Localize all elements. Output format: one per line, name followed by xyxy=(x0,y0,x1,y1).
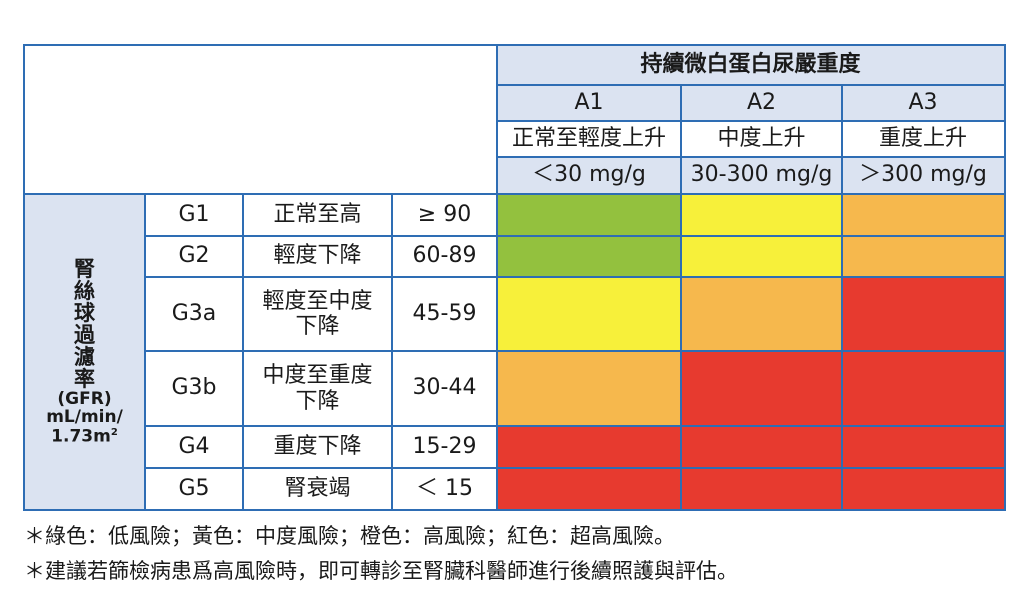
border-left xyxy=(23,44,25,511)
desc-g2: 輕度下降 xyxy=(243,236,392,277)
category-a2-name: 中度上升 xyxy=(681,121,842,157)
border-row-g1 xyxy=(144,235,1006,237)
desc-g3b: 中度至重度 下降 xyxy=(243,351,392,426)
border-header-2 xyxy=(496,120,1006,122)
risk-g3a-a1 xyxy=(497,277,681,351)
border-header-bottom xyxy=(23,193,1006,195)
side-char-1: 腎 xyxy=(74,256,95,281)
empty-corner xyxy=(24,45,497,194)
side-char-6: 率 xyxy=(74,366,95,391)
border-a1 xyxy=(680,84,682,511)
risk-g4-a1 xyxy=(497,426,681,468)
desc-g5: 腎衰竭 xyxy=(243,468,392,510)
stage-g5: G5 xyxy=(145,468,243,510)
albuminuria-title: 持續微白蛋白尿嚴重度 xyxy=(497,45,1004,85)
border-top xyxy=(23,44,1006,46)
risk-g2-a2 xyxy=(681,236,842,277)
range-g3a: 45-59 xyxy=(392,277,497,351)
risk-g1-a1 xyxy=(497,194,681,236)
stage-g4: G4 xyxy=(145,426,243,468)
desc-g3a: 輕度至中度 下降 xyxy=(243,277,392,351)
desc-g3b-line1: 中度至重度 xyxy=(262,363,373,389)
border-range xyxy=(496,44,498,511)
border-header-3 xyxy=(496,156,1006,158)
border-row-g3a xyxy=(144,350,1006,352)
border-side-label xyxy=(144,193,146,511)
risk-g3a-a2 xyxy=(681,277,842,351)
gfr-abbr: (GFR) xyxy=(57,388,112,409)
risk-g3b-a3 xyxy=(842,351,1004,426)
border-row-g4 xyxy=(144,467,1006,469)
side-char-5: 濾 xyxy=(74,344,95,369)
category-a3-code: A3 xyxy=(842,85,1004,121)
border-a2 xyxy=(841,84,843,511)
risk-g4-a2 xyxy=(681,426,842,468)
risk-g5-a2 xyxy=(681,468,842,510)
stage-g1: G1 xyxy=(145,194,243,236)
category-a2-code: A2 xyxy=(681,85,842,121)
risk-g1-a2 xyxy=(681,194,842,236)
desc-g3a-line1: 輕度至中度 xyxy=(262,288,373,314)
stage-g3a: G3a xyxy=(145,277,243,351)
desc-g3a-line2: 下降 xyxy=(295,314,340,339)
border-header-1 xyxy=(496,84,1006,86)
category-a3-range: ＞300 mg/g xyxy=(842,157,1004,194)
border-row-g3b xyxy=(144,425,1006,427)
risk-g5-a3 xyxy=(842,468,1004,510)
gfr-unit-line2: 1.73m2 xyxy=(51,426,118,447)
border-bottom xyxy=(23,509,1006,511)
range-g2: 60-89 xyxy=(392,236,497,277)
desc-g4: 重度下降 xyxy=(243,426,392,468)
category-a1-code: A1 xyxy=(497,85,681,121)
risk-g3b-a1 xyxy=(497,351,681,426)
range-g3b: 30-44 xyxy=(392,351,497,426)
side-char-3: 球 xyxy=(74,300,95,325)
risk-g2-a1 xyxy=(497,236,681,277)
risk-g3a-a3 xyxy=(842,277,1004,351)
gfr-unit-line1: mL/min/ xyxy=(46,407,123,428)
stage-g2: G2 xyxy=(145,236,243,277)
range-g4: 15-29 xyxy=(392,426,497,468)
border-row-g2 xyxy=(144,276,1006,278)
risk-g1-a3 xyxy=(842,194,1004,236)
stage-g3b: G3b xyxy=(145,351,243,426)
note-referral: ＊建議若篩檢病患爲高風險時，即可轉診至腎臟科醫師進行後續照護與評估。 xyxy=(24,559,738,583)
risk-g5-a1 xyxy=(497,468,681,510)
category-a1-name: 正常至輕度上升 xyxy=(497,121,681,157)
border-right xyxy=(1004,44,1006,511)
gfr-side-label: 腎 絲 球 過 濾 率 (GFR) mL/min/ 1.73m2 xyxy=(24,194,145,510)
category-a1-range: ＜30 mg/g xyxy=(497,157,681,194)
category-a2-range: 30-300 mg/g xyxy=(681,157,842,194)
risk-g3b-a2 xyxy=(681,351,842,426)
side-char-4: 過 xyxy=(74,322,95,347)
border-stage xyxy=(242,193,244,511)
note-color-legend: ＊綠色：低風險；黃色：中度風險；橙色：高風險；紅色：超高風險。 xyxy=(24,524,675,548)
border-desc xyxy=(391,193,393,511)
range-g5: ＜ 15 xyxy=(392,468,497,510)
category-a3-name: 重度上升 xyxy=(842,121,1004,157)
desc-g1: 正常至高 xyxy=(243,194,392,236)
risk-g2-a3 xyxy=(842,236,1004,277)
side-char-2: 絲 xyxy=(74,278,95,303)
range-g1: ≥ 90 xyxy=(392,194,497,236)
desc-g3b-line2: 下降 xyxy=(295,388,340,414)
risk-g4-a3 xyxy=(842,426,1004,468)
